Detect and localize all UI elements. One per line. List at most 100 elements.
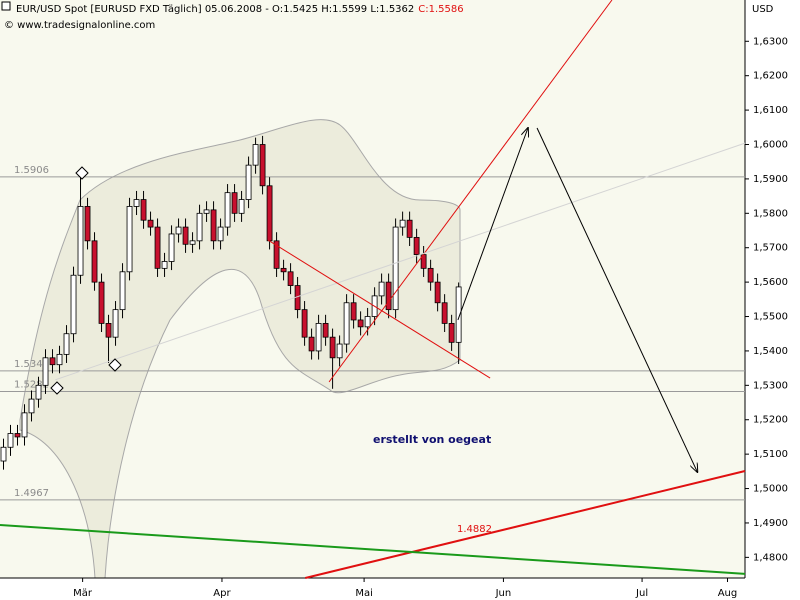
trend-line [0,524,746,575]
x-axis-area [0,578,745,600]
candle-body [210,209,217,242]
candle-body [441,302,448,324]
trend-line [305,470,746,579]
y-tick-label: 1,5900 [753,174,788,185]
candle-body [203,209,210,214]
candle-body [434,281,441,304]
candle-body [406,219,413,238]
candle-body [126,206,133,273]
candle-body [112,309,119,338]
candle-body [301,309,308,338]
level-label: 1.4967 [14,488,49,499]
candle-body [35,384,42,400]
trend-line [328,0,613,383]
chart-title: EUR/USD Spot [EURUSD FXD Täglich] 05.06.… [16,4,414,15]
source: © www.tradesignalonline.com [4,20,155,31]
pivot-markers [50,166,122,395]
candle-body [385,281,392,311]
y-tick-label: 1,5600 [753,277,788,288]
candle-body [217,226,224,242]
x-tick-label: Mai [355,588,373,599]
x-tick-label: Jul [635,588,648,599]
candle-body [336,343,343,359]
x-tick-label: Mär [73,588,93,599]
candle-body [91,240,98,283]
candle-body [322,323,329,338]
level-label: 1.5906 [14,165,49,176]
y-tick-label: 1,6200 [753,71,788,82]
annotation: erstellt von oegeat [373,433,491,446]
candle-body [182,226,189,245]
level-label: 1.5342 [14,359,49,370]
candle-body [105,323,112,338]
candle-body [329,336,336,359]
candle-body [42,357,49,386]
y-tick-label: 1,6300 [753,36,788,47]
candle-body [21,412,28,438]
candle-body [119,271,126,311]
candle-body [154,226,161,269]
candle-body [28,398,35,414]
currency-label: USD [752,4,774,15]
close-label: C:1.5586 [418,4,463,15]
candle-body [49,357,56,366]
y-tick-label: 1,4900 [753,518,788,529]
y-tick-label: 1,5700 [753,243,788,254]
y-tick-label: 1,5300 [753,380,788,391]
candle-body [364,316,371,328]
candle-body [308,336,315,352]
y-tick-label: 1,4800 [753,552,788,563]
candle-body [357,319,364,328]
candle-body [63,333,70,355]
candle-body [315,323,322,352]
trend-line [536,127,697,472]
candle-body [84,206,91,242]
candle-body [266,185,273,242]
x-tick-label: Jun [495,588,512,599]
candle-body [0,446,7,462]
candle-body [245,164,252,200]
candle-body [175,226,182,235]
y-tick-label: 1,6000 [753,140,788,151]
x-tick-label: Apr [213,588,231,599]
y-axis-area [745,0,800,600]
y-tick-label: 1,5500 [753,312,788,323]
candle-body [168,233,175,262]
candle-body [231,192,238,214]
trend-line [55,142,746,381]
candle-body [392,226,399,311]
trend-line [267,239,491,379]
candle-body [133,199,140,207]
candle-body [343,302,350,345]
x-tick-label: Aug [718,588,738,599]
window-icon [1,1,11,11]
candle-body [147,219,154,228]
y-tick-label: 1,6100 [753,105,788,116]
candle-body [140,199,147,221]
candle-body [399,219,406,228]
candle-body [350,302,357,321]
candle-body [273,240,280,269]
candle-body [427,267,434,283]
candle-body [161,261,168,269]
candle-body [98,281,105,324]
candle-body [455,286,462,343]
candle-body [189,240,196,245]
candle-body [259,144,266,187]
level-label: 1.5282 [14,380,49,391]
y-tick-label: 1,5200 [753,415,788,426]
y-tick-label: 1,5000 [753,484,788,495]
candle-body [77,206,84,276]
candle-body [224,192,231,228]
y-tick-label: 1,5400 [753,346,788,357]
y-tick-label: 1,5100 [753,449,788,460]
candle-body [238,199,245,214]
candle-body [7,433,14,448]
trend-line [457,128,528,321]
candle-body [413,236,420,255]
line-label: 1.4882 [457,524,492,535]
y-tick-label: 1,5800 [753,208,788,219]
candle-body [196,212,203,242]
candle-body [448,323,455,343]
